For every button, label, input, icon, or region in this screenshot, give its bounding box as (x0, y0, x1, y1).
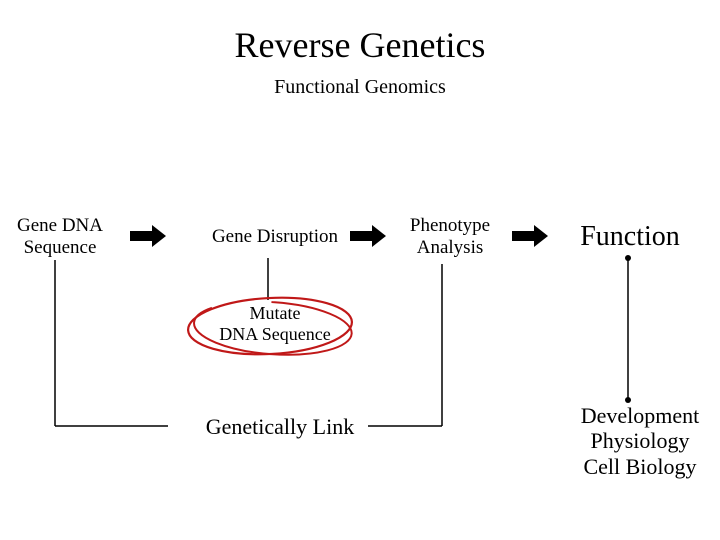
node-dev-line3: Cell Biology (555, 454, 720, 479)
node-dev-line2: Physiology (555, 428, 720, 453)
page-title: Reverse Genetics (0, 24, 720, 66)
node-genetically-link-text: Genetically Link (206, 414, 354, 439)
node-dev-phys-cell: Development Physiology Cell Biology (555, 403, 720, 479)
node-gene-dna-line2: Sequence (5, 237, 115, 259)
title-text: Reverse Genetics (235, 25, 486, 65)
arrow-phenotype-to-function (512, 225, 548, 247)
node-dev-line1: Development (555, 403, 720, 428)
node-mutate-line1: Mutate (190, 303, 360, 324)
node-function-text: Function (580, 221, 680, 252)
node-mutate-line2: DNA Sequence (190, 324, 360, 345)
node-gene-disruption: Gene Disruption (195, 226, 355, 248)
subtitle-text: Functional Genomics (274, 76, 446, 98)
node-phenotype-analysis: Phenotype Analysis (390, 215, 510, 259)
page-subtitle: Functional Genomics (0, 76, 720, 99)
node-mutate-dna-sequence: Mutate DNA Sequence (190, 303, 360, 344)
node-phenotype-line2: Analysis (390, 237, 510, 259)
node-function: Function (560, 221, 700, 253)
node-genetically-link: Genetically Link (170, 414, 390, 439)
arrow-disruption-to-phenotype (350, 225, 386, 247)
node-phenotype-line1: Phenotype (390, 215, 510, 237)
node-gene-disruption-text: Gene Disruption (212, 226, 338, 247)
arrow-dna-to-disruption (130, 225, 166, 247)
dot-function-top (625, 255, 631, 261)
node-gene-dna-line1: Gene DNA (5, 215, 115, 237)
node-gene-dna-sequence: Gene DNA Sequence (5, 215, 115, 259)
